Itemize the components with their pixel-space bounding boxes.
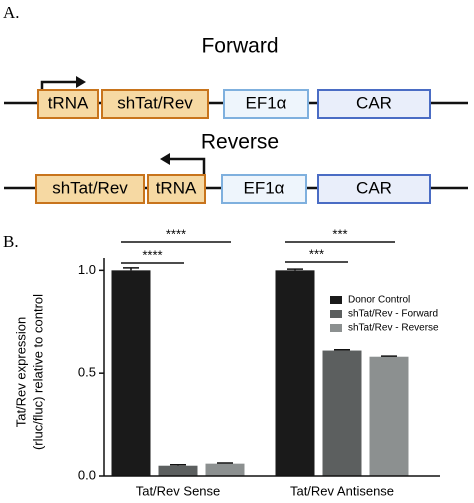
arrow-head bbox=[76, 76, 86, 88]
y-tick-label: 0.0 bbox=[78, 467, 96, 482]
y-axis-label: Tat/Rev expression bbox=[13, 317, 28, 428]
element-label: CAR bbox=[356, 93, 392, 112]
element-box bbox=[221, 174, 307, 204]
legend-label: Donor Control bbox=[348, 295, 410, 306]
legend-label: shTat/Rev - Forward bbox=[348, 309, 438, 320]
arrow-head bbox=[160, 153, 170, 165]
y-axis-label: (rluc/fluc) relative to control bbox=[30, 294, 45, 450]
element-box bbox=[223, 89, 309, 119]
y-tick-label: 0.5 bbox=[78, 365, 96, 380]
error-bar bbox=[334, 348, 350, 351]
error-bar bbox=[123, 267, 139, 271]
bar bbox=[275, 270, 315, 476]
legend-swatch bbox=[330, 324, 342, 332]
element-box bbox=[147, 174, 206, 204]
legend-swatch bbox=[330, 296, 342, 304]
significance-label: **** bbox=[142, 247, 162, 262]
construct-title: Reverse bbox=[201, 131, 279, 154]
element-box bbox=[35, 174, 145, 204]
error-bar bbox=[287, 268, 303, 271]
error-bar bbox=[381, 355, 397, 357]
bar bbox=[369, 356, 409, 476]
x-tick-label: Tat/Rev Sense bbox=[136, 483, 221, 498]
legend-swatch bbox=[330, 310, 342, 318]
y-tick-label: 1.0 bbox=[78, 262, 96, 277]
element-label: tRNA bbox=[48, 93, 89, 112]
element-label: EF1α bbox=[245, 93, 286, 112]
x-tick-label: Tat/Rev Antisense bbox=[290, 483, 394, 498]
bar bbox=[205, 463, 245, 476]
bar bbox=[322, 350, 362, 476]
bar bbox=[111, 270, 151, 476]
element-box bbox=[101, 89, 209, 119]
error-bar bbox=[217, 462, 233, 464]
element-label: EF1α bbox=[243, 178, 284, 197]
element-box bbox=[317, 89, 431, 119]
element-label: CAR bbox=[356, 178, 392, 197]
panel-label: A. bbox=[3, 3, 20, 22]
element-label: tRNA bbox=[156, 178, 197, 197]
significance-label: *** bbox=[332, 226, 347, 241]
legend-label: shTat/Rev - Reverse bbox=[348, 323, 439, 334]
significance-label: *** bbox=[309, 246, 324, 261]
element-box bbox=[317, 174, 431, 204]
construct-title: Forward bbox=[201, 35, 278, 58]
error-bar bbox=[170, 463, 186, 466]
element-label: shTat/Rev bbox=[117, 93, 193, 112]
bar bbox=[158, 465, 198, 476]
element-label: shTat/Rev bbox=[52, 178, 128, 197]
panel-label: B. bbox=[3, 232, 19, 251]
element-box bbox=[37, 89, 99, 119]
significance-label: **** bbox=[166, 226, 186, 241]
